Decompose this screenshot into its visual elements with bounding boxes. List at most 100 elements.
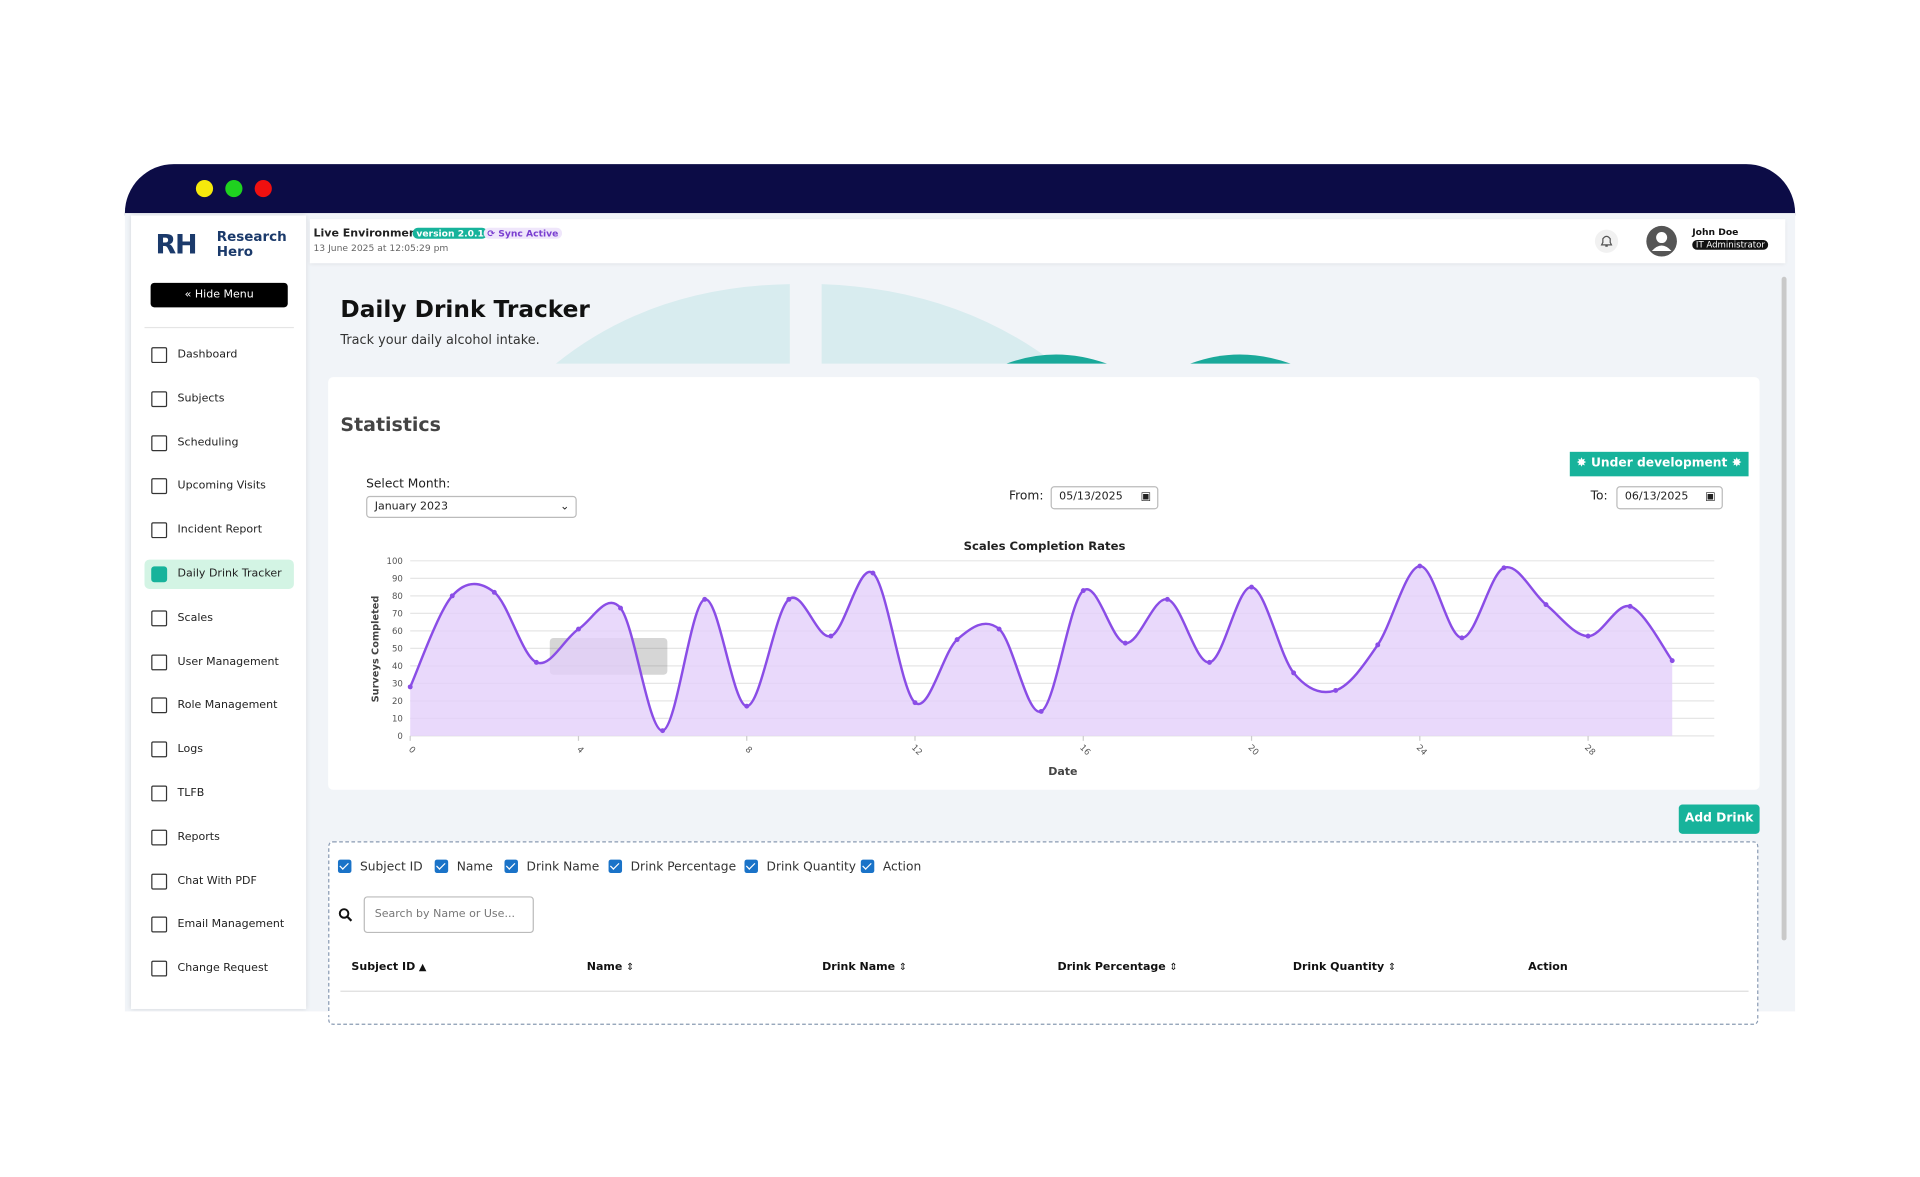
nav-icon-shape xyxy=(151,741,168,758)
sort-icon: ⇕ xyxy=(1169,961,1178,973)
window-dot[interactable] xyxy=(254,180,272,198)
table-header[interactable]: Drink Quantity ⇕ xyxy=(1293,961,1396,973)
nav-item[interactable]: Role Management xyxy=(144,691,293,720)
search-icon xyxy=(338,908,353,922)
nav-icon xyxy=(151,697,168,714)
bell-icon[interactable] xyxy=(1594,229,1619,253)
table-header[interactable]: Drink Name ⇕ xyxy=(822,961,907,973)
checkbox xyxy=(504,859,518,874)
hide-menu-button[interactable]: « Hide Menu xyxy=(150,282,288,308)
nav-item[interactable]: Reports xyxy=(144,823,293,852)
column-toggle-label: Drink Percentage xyxy=(630,860,737,875)
nav-icon-shape xyxy=(151,390,168,407)
column-toggle[interactable]: Drink Percentage xyxy=(608,859,737,877)
nav-icon-shape xyxy=(151,478,168,495)
nav-item[interactable]: Daily Drink Tracker xyxy=(144,559,294,589)
checkbox xyxy=(434,859,449,874)
column-toggle[interactable]: Drink Name xyxy=(504,859,599,877)
point xyxy=(996,626,1002,632)
to-input[interactable]: 06/13/2025 ▣ xyxy=(1616,486,1723,510)
scrollbar[interactable] xyxy=(1781,276,1787,941)
point xyxy=(491,589,497,595)
point xyxy=(533,659,539,665)
frame-bottom xyxy=(124,1011,1796,1016)
point xyxy=(449,593,455,599)
point xyxy=(1122,640,1128,646)
from-value: 05/13/2025 xyxy=(1059,491,1123,504)
sidebar: RH Research Hero « Hide Menu Dashboard Su… xyxy=(131,215,307,1009)
sort-icon: ⇕ xyxy=(626,961,635,973)
nav-icon-shape xyxy=(151,873,168,890)
x-tick-label: 0 xyxy=(406,745,417,756)
nav-item[interactable]: Incident Report xyxy=(144,516,293,545)
nav-item[interactable]: TLFB xyxy=(144,779,293,808)
nav-icon xyxy=(151,390,168,407)
area xyxy=(410,566,1673,736)
checkbox xyxy=(744,859,758,874)
nav-icon-shape xyxy=(151,566,168,583)
nav-item[interactable]: Chat With PDF xyxy=(144,866,293,895)
nav-label: Email Management xyxy=(177,918,285,932)
table-header-label: Drink Quantity xyxy=(1292,961,1385,974)
month-select[interactable]: January 2023 ⌄ xyxy=(366,495,577,518)
column-toggle[interactable]: Drink Quantity xyxy=(744,859,856,877)
nav-icon-shape xyxy=(151,522,168,539)
nav-label: User Management xyxy=(177,655,279,669)
column-toggle[interactable]: Action xyxy=(860,859,921,877)
nav-icon xyxy=(151,785,168,802)
nav-label: Subjects xyxy=(177,392,225,406)
y-axis-label: Surveys Completed xyxy=(370,596,381,703)
table-header-label: Action xyxy=(1528,961,1568,974)
nav-item[interactable]: Change Request xyxy=(144,954,293,983)
nav-item[interactable]: Dashboard xyxy=(144,340,293,369)
nav-item[interactable]: Scales xyxy=(144,603,293,632)
table-header[interactable]: Drink Percentage ⇕ xyxy=(1057,961,1177,973)
point xyxy=(1207,659,1212,665)
nav-label: Chat With PDF xyxy=(177,875,257,888)
y-tick-label: 60 xyxy=(392,627,403,637)
sync-badge: ⟳ Sync Active xyxy=(483,227,563,239)
nav-icon xyxy=(151,478,168,495)
table-card xyxy=(328,841,1759,1025)
add-drink-button[interactable]: Add Drink xyxy=(1678,804,1760,834)
column-toggle[interactable]: Subject ID xyxy=(337,859,423,877)
point xyxy=(1249,584,1254,590)
y-tick-label: 100 xyxy=(387,557,403,567)
version-badge: version 2.0.1 xyxy=(412,227,488,239)
y-tick-label: 20 xyxy=(392,697,403,707)
table-header[interactable]: Subject ID ▲ xyxy=(351,961,426,973)
table-header[interactable]: Action xyxy=(1528,961,1568,973)
checkbox xyxy=(608,859,623,874)
point xyxy=(618,605,623,611)
nav-icon xyxy=(151,434,168,451)
column-toggle[interactable]: Name xyxy=(434,859,493,877)
point xyxy=(1164,596,1170,602)
point xyxy=(828,633,834,639)
table-header[interactable]: Name ⇕ xyxy=(587,961,635,973)
point xyxy=(744,703,750,709)
avatar[interactable] xyxy=(1646,225,1678,257)
nav-icon xyxy=(151,347,168,364)
x-tick-label: 20 xyxy=(1246,743,1261,758)
nav-label: Dashboard xyxy=(177,348,238,362)
nav-item[interactable]: Logs xyxy=(144,735,293,764)
nav-label: Scheduling xyxy=(177,436,239,449)
y-tick-label: 50 xyxy=(392,644,403,654)
nav-item[interactable]: Scheduling xyxy=(144,428,293,457)
x-tick-label: 24 xyxy=(1414,743,1429,758)
nav-item[interactable]: User Management xyxy=(144,647,293,676)
user-name: John Doe xyxy=(1692,226,1739,238)
search-input[interactable]: Search by Name or Use... xyxy=(363,896,534,934)
x-tick-label: 12 xyxy=(909,743,924,758)
table-header-label: Drink Name xyxy=(822,961,896,974)
window-dot[interactable] xyxy=(225,180,243,198)
point xyxy=(660,728,666,734)
window-dot[interactable] xyxy=(195,180,214,198)
point xyxy=(870,570,876,576)
nav-item[interactable]: Email Management xyxy=(144,910,293,939)
from-input[interactable]: 05/13/2025 ▣ xyxy=(1050,486,1159,510)
nav-icon xyxy=(151,873,168,890)
x-tick-label: 28 xyxy=(1582,743,1597,758)
nav-item[interactable]: Subjects xyxy=(144,384,293,413)
nav-item[interactable]: Upcoming Visits xyxy=(144,472,293,501)
